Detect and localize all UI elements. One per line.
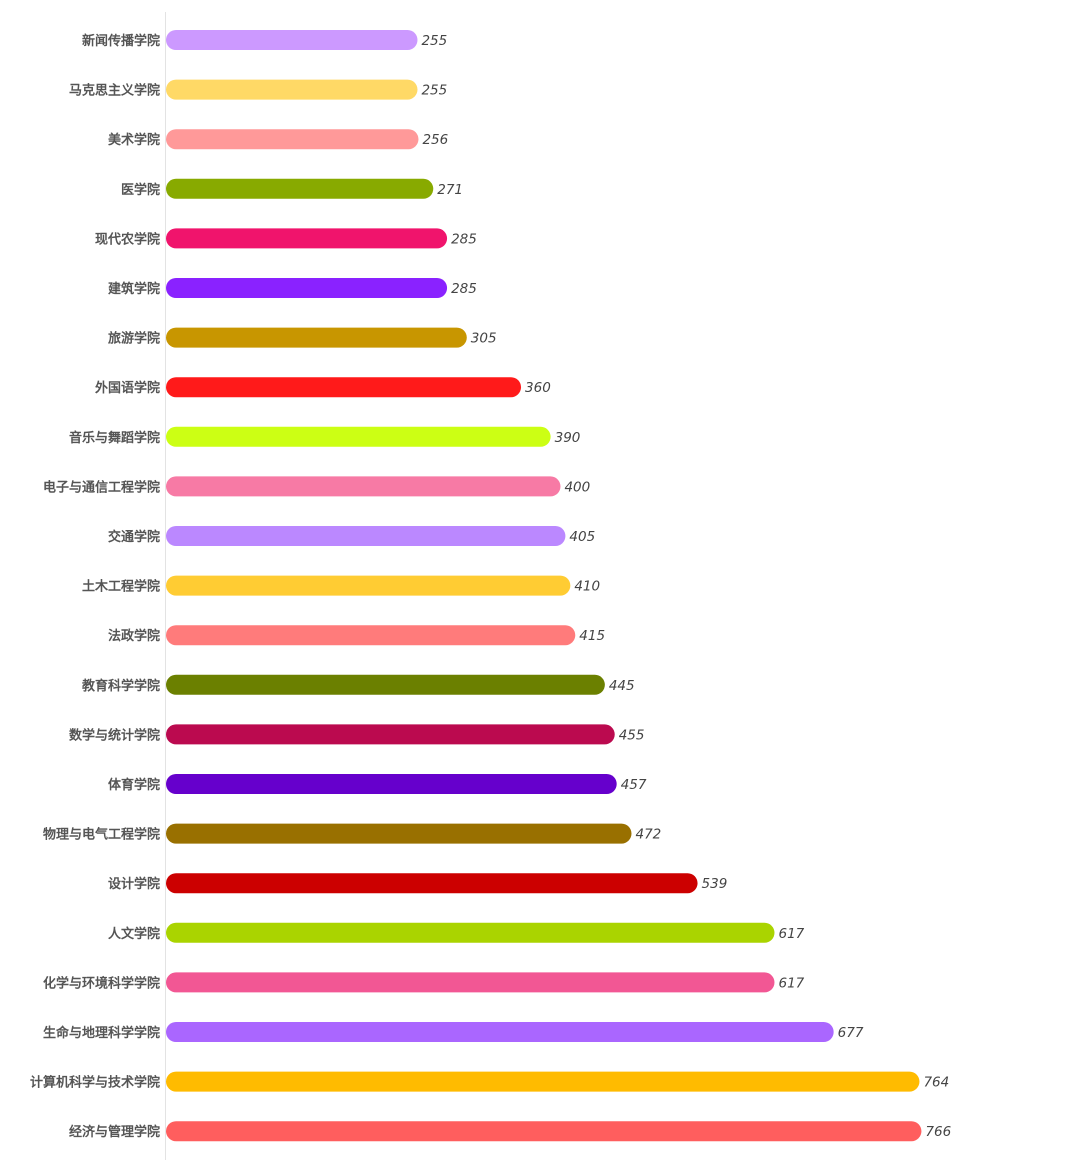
bar[interactable] [166, 575, 571, 596]
category-label: 美术学院 [108, 132, 160, 148]
category-label: 数学与统计学院 [69, 727, 160, 743]
value-label: 360 [525, 380, 551, 396]
category-label: 现代农学院 [95, 231, 160, 247]
bar[interactable] [166, 823, 632, 844]
category-label: 生命与地理科学学院 [43, 1025, 160, 1041]
category-label: 新闻传播学院 [82, 33, 160, 49]
bar[interactable] [166, 774, 617, 794]
bar[interactable] [166, 674, 605, 695]
value-label: 285 [451, 231, 477, 247]
category-label: 教育科学学院 [81, 678, 160, 694]
category-label: 土木工程学院 [82, 579, 160, 595]
category-label: 马克思主义学院 [69, 83, 160, 99]
bar[interactable] [166, 79, 418, 100]
bar[interactable] [166, 228, 448, 249]
category-label: 体育学院 [108, 777, 160, 793]
category-label: 交通学院 [108, 529, 160, 545]
value-label: 457 [621, 777, 647, 793]
bar[interactable] [166, 30, 418, 50]
value-label: 455 [619, 727, 645, 743]
value-label: 766 [925, 1124, 951, 1140]
bar[interactable] [166, 972, 775, 993]
category-label: 人文学院 [108, 926, 160, 942]
value-label: 390 [555, 430, 581, 446]
value-label: 271 [437, 182, 463, 198]
bar[interactable] [166, 1121, 922, 1142]
category-label: 化学与环境科学学院 [43, 975, 160, 991]
category-label: 建筑学院 [108, 281, 160, 297]
bar[interactable] [166, 724, 615, 745]
category-label: 物理与电气工程学院 [43, 827, 160, 843]
value-label: 410 [574, 579, 600, 595]
category-label: 设计学院 [108, 876, 160, 892]
bar[interactable] [166, 178, 434, 199]
bar[interactable] [166, 377, 522, 398]
value-label: 472 [635, 827, 661, 843]
value-label: 617 [778, 975, 804, 991]
value-label: 617 [778, 926, 804, 942]
bar[interactable] [166, 278, 448, 298]
category-label: 医学院 [121, 182, 160, 198]
value-label: 400 [564, 479, 590, 495]
bar[interactable] [166, 327, 467, 348]
value-label: 255 [421, 33, 447, 49]
category-label: 电子与通信工程学院 [43, 479, 160, 495]
category-label: 旅游学院 [108, 331, 160, 347]
value-label: 285 [451, 281, 477, 297]
bar[interactable] [166, 625, 576, 646]
category-label: 计算机科学与技术学院 [30, 1075, 160, 1091]
category-label: 音乐与舞蹈学院 [69, 430, 160, 446]
bar[interactable] [166, 1071, 920, 1092]
category-label: 外国语学院 [94, 380, 160, 396]
bar[interactable] [166, 426, 551, 447]
value-label: 677 [838, 1025, 864, 1041]
value-label: 764 [923, 1075, 949, 1091]
bar[interactable] [166, 526, 566, 546]
bar[interactable] [166, 873, 698, 894]
bar[interactable] [166, 922, 775, 943]
value-label: 539 [702, 876, 728, 892]
category-label: 法政学院 [108, 628, 160, 644]
category-label: 经济与管理学院 [69, 1124, 160, 1140]
value-label: 305 [471, 331, 497, 347]
value-label: 445 [609, 678, 635, 694]
value-label: 405 [569, 529, 595, 545]
value-label: 256 [422, 132, 448, 148]
bar[interactable] [166, 1022, 834, 1042]
value-label: 255 [421, 83, 447, 99]
bar[interactable] [166, 476, 561, 497]
value-label: 415 [579, 628, 605, 644]
bar[interactable] [166, 129, 419, 150]
